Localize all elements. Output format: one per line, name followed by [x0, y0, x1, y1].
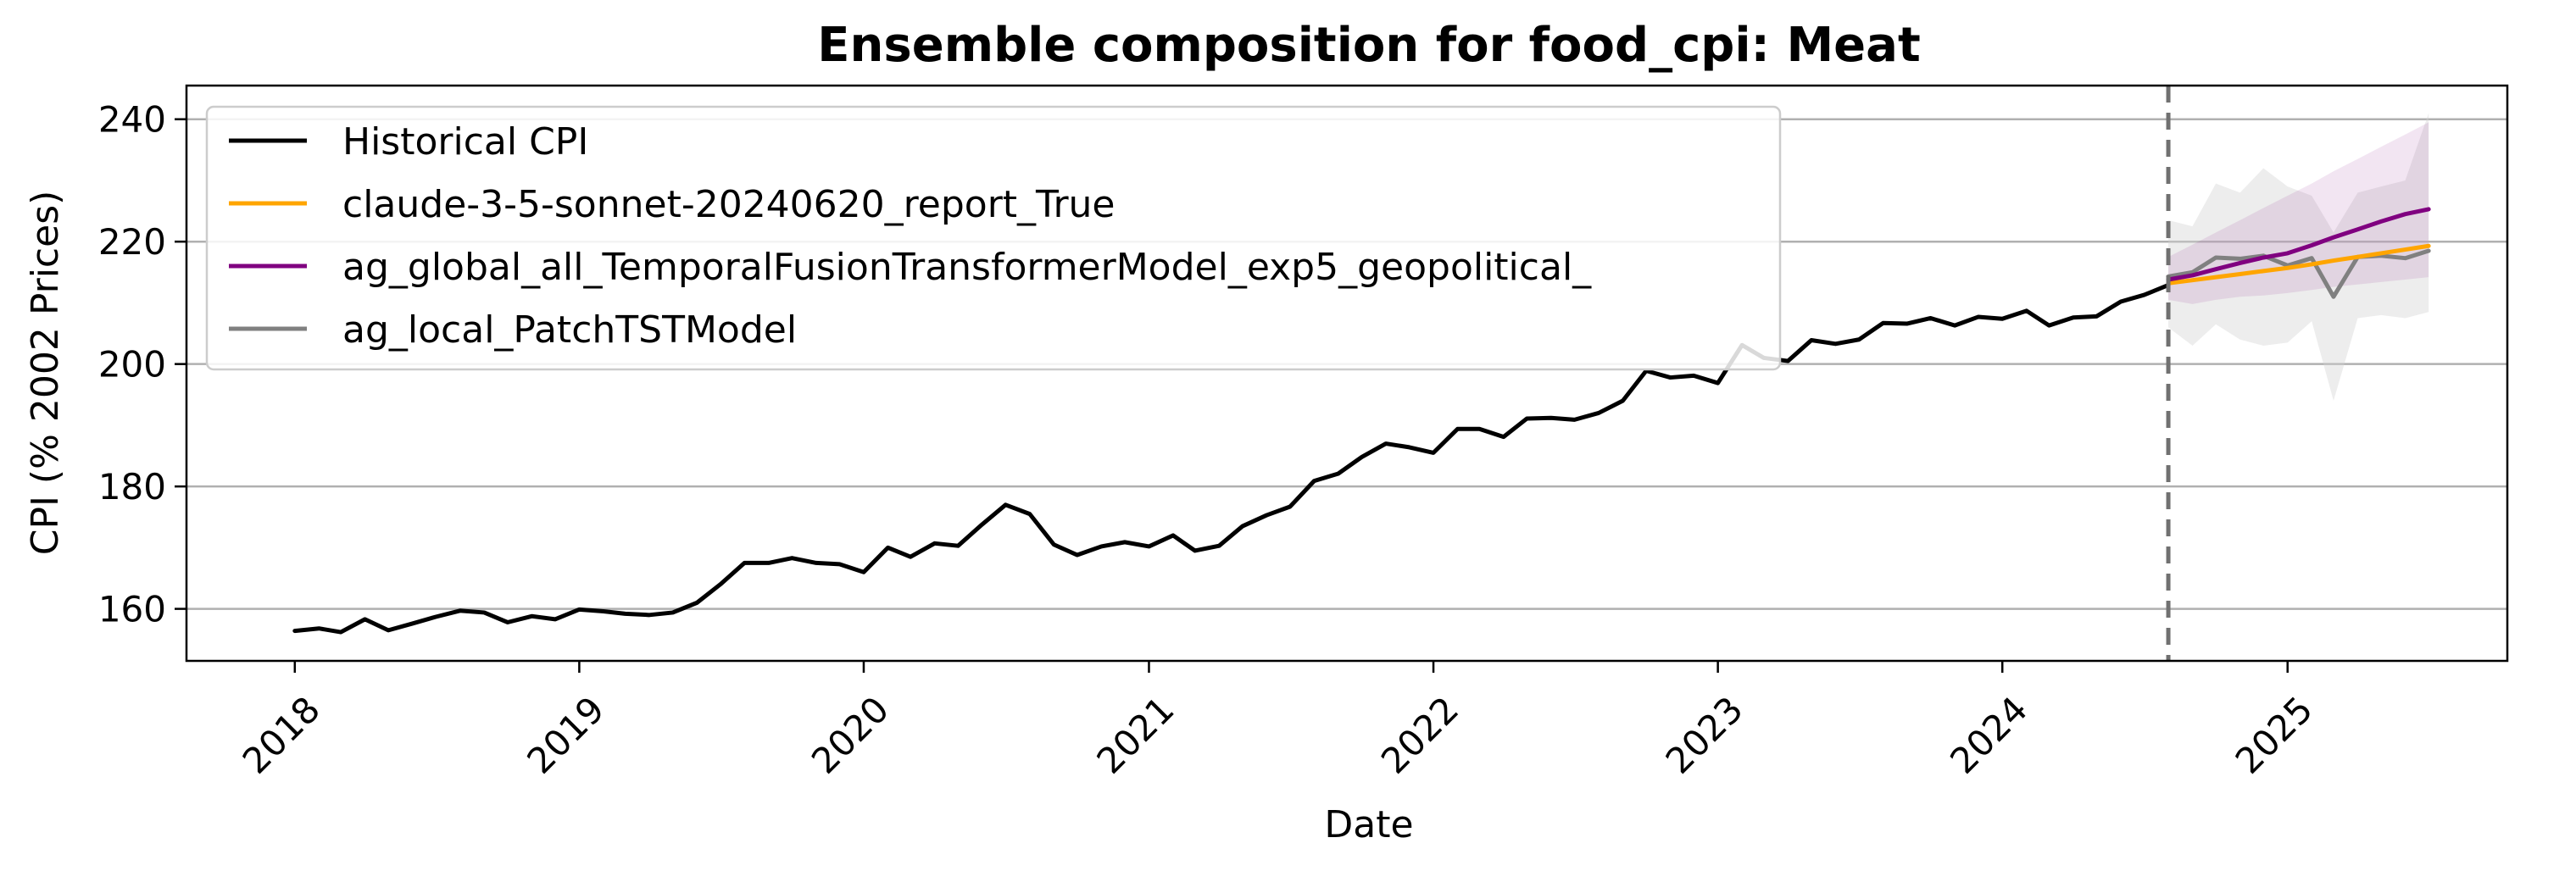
legend: Historical CPI claude-3-5-sonnet-2024062…	[205, 105, 1782, 371]
y-axis-label: CPI (% 2002 Prices)	[24, 191, 67, 556]
y-tick-label: 240	[98, 99, 166, 141]
y-tick-label: 180	[98, 466, 166, 508]
legend-label-claude: claude-3-5-sonnet-20240620_report_True	[342, 183, 1116, 226]
y-tick-label: 200	[98, 344, 166, 386]
chart-title: Ensemble composition for food_cpi: Meat	[817, 18, 1920, 73]
series-line-3	[2166, 248, 2431, 299]
legend-label-historical: Historical CPI	[342, 120, 588, 164]
legend-label-tft: ag_global_all_TemporalFusionTransformerM…	[342, 246, 1592, 289]
band-3	[2168, 113, 2429, 402]
series-line-0	[292, 282, 2171, 635]
plot-frame	[185, 84, 2509, 663]
legend-label-patchtst: ag_local_PatchTSTModel	[342, 308, 797, 352]
legend-box	[205, 105, 1782, 371]
x-axis-label: Date	[1324, 803, 1413, 846]
y-tick-label: 160	[98, 589, 166, 630]
series-line-1	[2166, 243, 2431, 286]
series-lines	[292, 207, 2431, 635]
series-line-2	[2166, 207, 2431, 282]
y-axis-ticks: 160 180 200 220 240	[98, 99, 186, 630]
y-tick-label: 220	[98, 221, 166, 263]
